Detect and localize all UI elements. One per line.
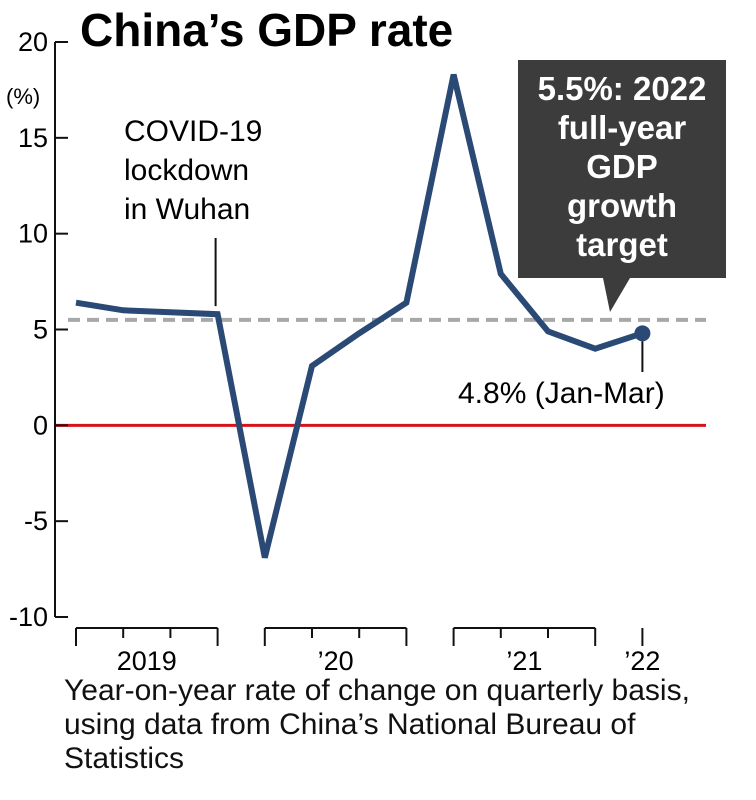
series-layer: [75, 73, 651, 559]
series-line: [75, 73, 644, 559]
target-callout-line: target: [576, 226, 668, 263]
y-tick-label: 0: [33, 410, 48, 440]
x-year-label: 2019: [117, 646, 177, 676]
lockdown-annotation-line: lockdown: [124, 154, 249, 187]
target-callout-line: 5.5%: 2022: [538, 70, 707, 107]
target-callout-line: growth: [567, 187, 677, 224]
x-year-label: ’22: [624, 646, 660, 676]
axes: 20 15 10 5 0 -5 -10 2019 ’20 ’21 ’22: [9, 27, 660, 676]
chart-title: China’s GDP rate: [80, 4, 453, 56]
target-callout-box: [518, 60, 726, 312]
latest-point: [634, 325, 651, 342]
annotations: COVID-19 lockdown in Wuhan 5.5%: 2022full-y…: [124, 60, 726, 410]
y-tick-label: 20: [18, 27, 48, 57]
target-callout-line: full-year: [558, 109, 687, 146]
lockdown-annotation-line: in Wuhan: [124, 193, 250, 226]
y-tick-label: 5: [33, 315, 48, 345]
y-tick-label: -10: [9, 602, 48, 632]
y-tick-label: 15: [18, 123, 48, 153]
y-unit-label: (%): [6, 84, 40, 109]
target-callout-line: GDP: [586, 148, 658, 185]
y-tick-label: -5: [24, 506, 48, 536]
x-year-label: ’20: [318, 646, 354, 676]
x-year-label: ’21: [506, 646, 542, 676]
latest-value-annotation: 4.8% (Jan-Mar): [458, 377, 665, 410]
reference-lines: [56, 317, 706, 427]
chart-caption: Year-on-year rate of change on quarterly…: [64, 674, 690, 775]
y-tick-label: 10: [18, 219, 48, 249]
lockdown-annotation-line: COVID-19: [124, 115, 262, 148]
